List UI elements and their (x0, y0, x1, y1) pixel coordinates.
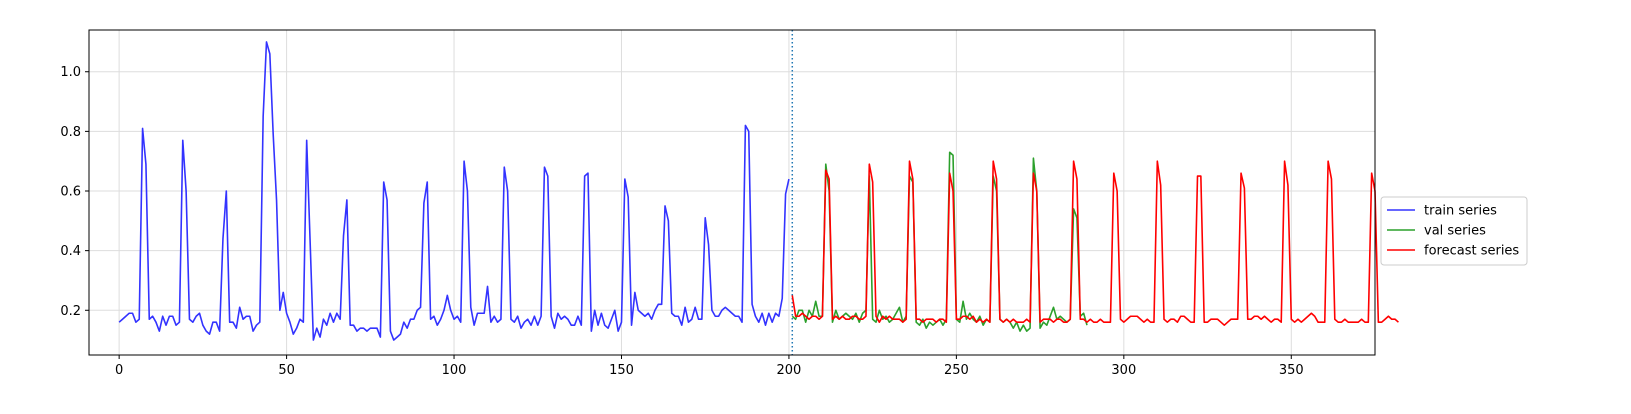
legend-label: train series (1424, 204, 1497, 219)
train-series-line (118, 41, 790, 341)
y-tick-label: 1.0 (60, 65, 81, 80)
x-tick-label: 0 (115, 363, 123, 378)
legend: train series val series forecast series (1380, 196, 1528, 266)
series-lines (118, 41, 1399, 341)
x-tick-label: 200 (777, 363, 802, 378)
x-tick-label: 300 (1111, 363, 1136, 378)
legend-box (1380, 196, 1528, 266)
plot-frame (88, 29, 1376, 356)
y-tick-label: 0.8 (60, 125, 81, 140)
forecast-series-line (791, 160, 1399, 326)
x-tick-label: 250 (944, 363, 969, 378)
y-tick-label: 0.4 (60, 244, 81, 259)
x-tick-label: 350 (1279, 363, 1304, 378)
legend-label: val series (1424, 224, 1486, 239)
x-tick-label: 100 (442, 363, 467, 378)
y-axis: 0.2 0.4 0.6 0.8 1.0 (60, 65, 89, 319)
y-tick-label: 0.2 (60, 304, 81, 319)
legend-label: forecast series (1424, 244, 1519, 259)
x-axis: 0 50 100 150 200 250 300 350 (115, 355, 1304, 378)
x-tick-label: 150 (609, 363, 634, 378)
y-tick-label: 0.6 (60, 185, 81, 200)
x-tick-label: 50 (278, 363, 295, 378)
plot-area (89, 30, 1375, 355)
